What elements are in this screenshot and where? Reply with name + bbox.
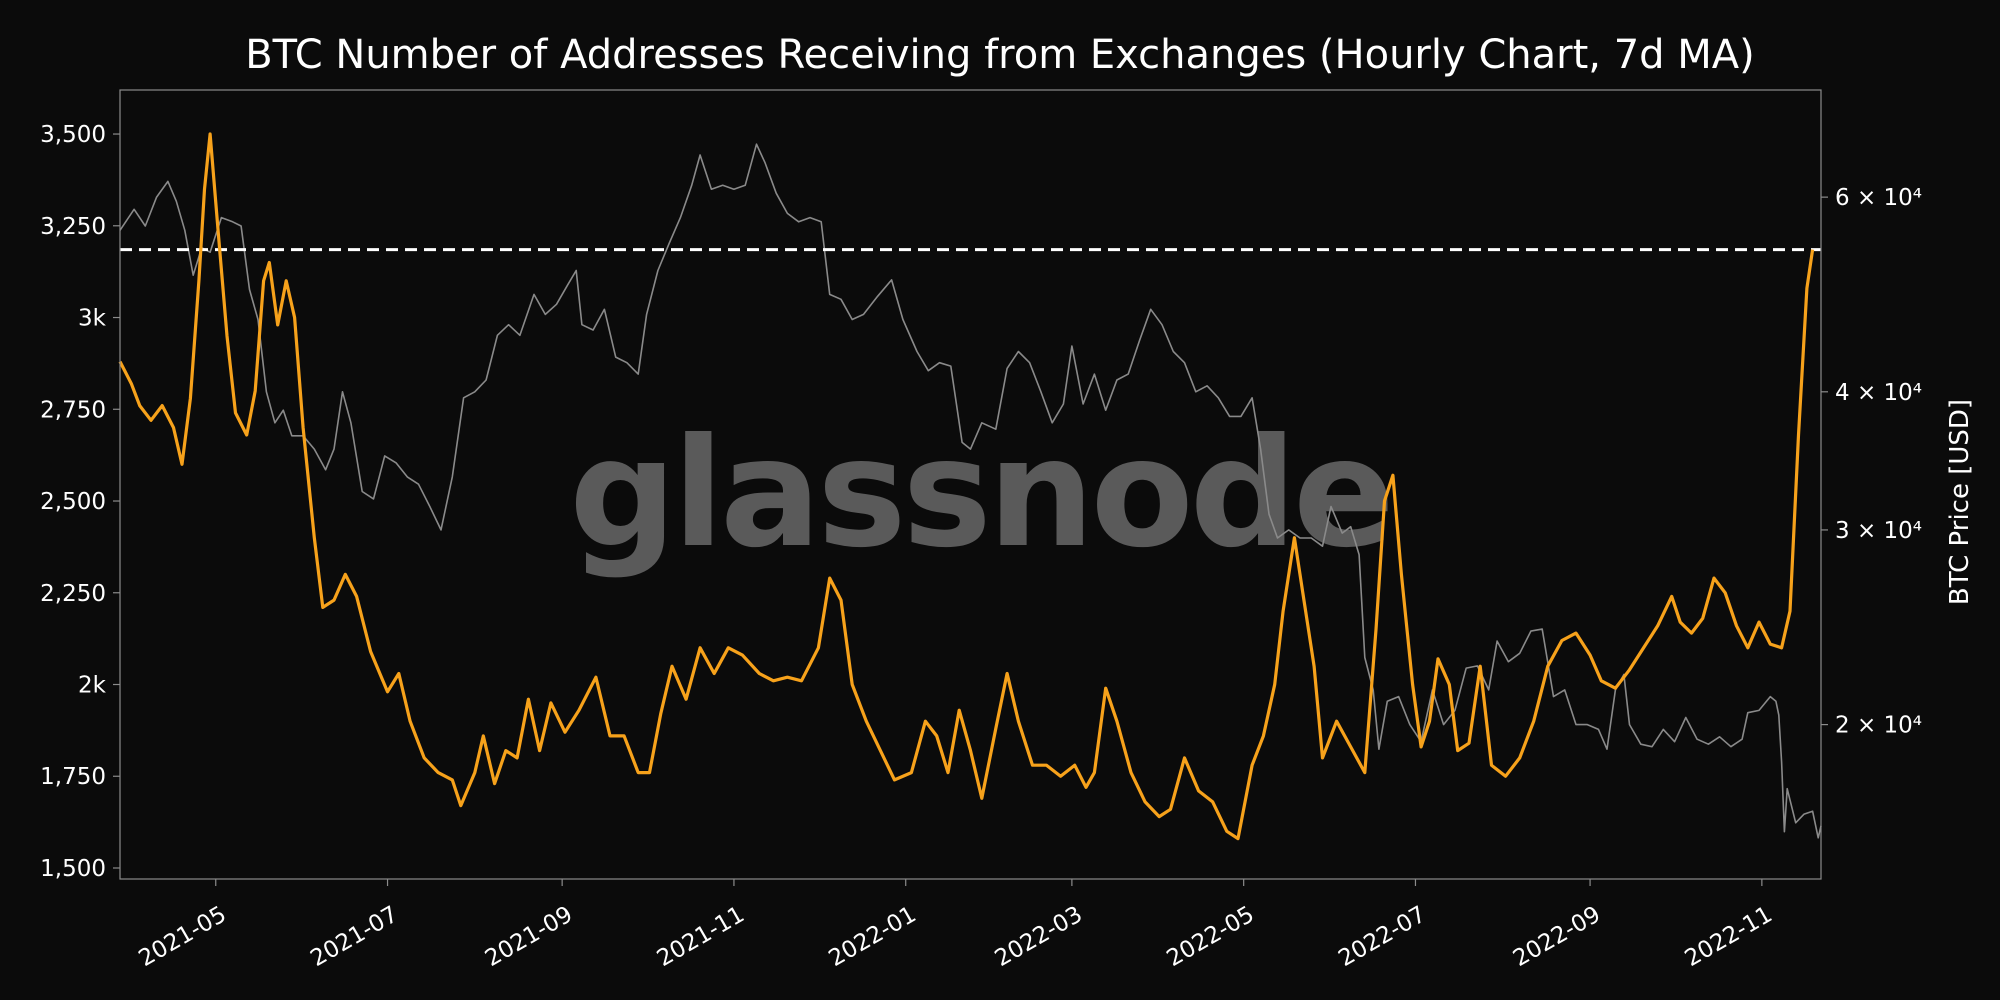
left-tick-label: 2,500 — [40, 489, 106, 515]
left-tick-label: 3,250 — [40, 214, 106, 240]
right-tick-label: 6 × 10⁴ — [1835, 185, 1922, 211]
left-tick-label: 1,500 — [40, 856, 106, 882]
btc-price-line — [119, 143, 1822, 839]
right-tick-label: 2 × 10⁴ — [1835, 713, 1922, 739]
addresses-layer — [118, 132, 1815, 841]
right-tick-label: 4 × 10⁴ — [1835, 380, 1922, 406]
left-tick-label: 1,750 — [40, 764, 106, 790]
left-tick-label: 3,500 — [40, 122, 106, 148]
addresses-line — [118, 132, 1815, 841]
right-axis-label: BTC Price [USD] — [1945, 399, 1975, 605]
price-layer — [119, 143, 1822, 839]
left-tick-label: 2,750 — [40, 397, 106, 423]
glassnode-watermark: glassnode — [569, 407, 1391, 581]
left-tick-label: 2k — [78, 673, 107, 699]
left-tick-label: 3k — [78, 306, 107, 332]
plot-frame — [119, 89, 1822, 880]
right-tick-label: 3 × 10⁴ — [1835, 518, 1922, 544]
left-tick-label: 2,250 — [40, 581, 106, 607]
chart-title: BTC Number of Addresses Receiving from E… — [245, 32, 1755, 78]
watermark-layer: glassnode — [569, 407, 1395, 581]
